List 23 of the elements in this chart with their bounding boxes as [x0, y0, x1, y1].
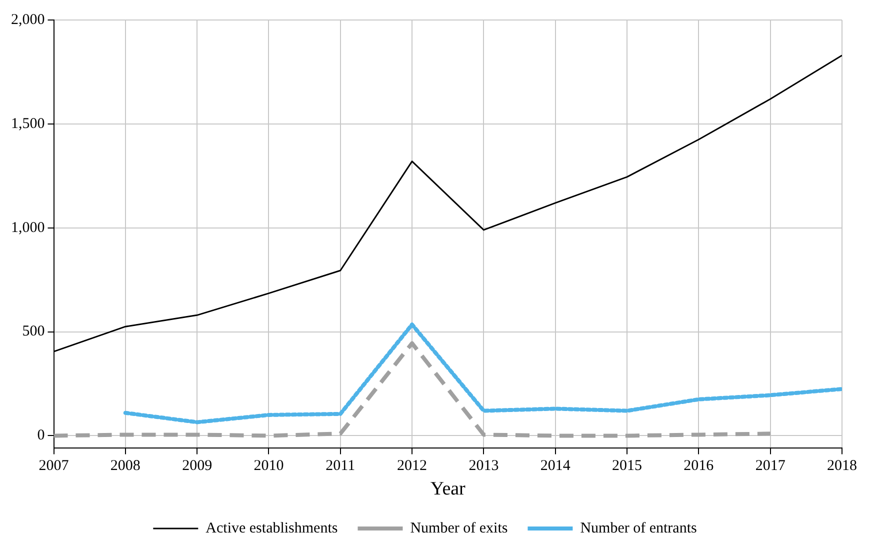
x-tick-label: 2010: [254, 458, 284, 474]
x-tick-label: 2007: [38, 458, 70, 474]
x-tick-label: 2017: [755, 458, 786, 474]
legend-label: Active establishments: [206, 520, 338, 536]
x-tick-label: 2016: [684, 458, 714, 474]
y-tick-label: 0: [37, 428, 45, 444]
x-tick-label: 2015: [612, 458, 642, 474]
x-tick-label: 2009: [182, 458, 212, 474]
line-series: [123, 322, 842, 424]
x-tick-label: 2018: [827, 458, 857, 474]
y-tick-label: 1,000: [11, 220, 45, 236]
y-tick-label: 500: [22, 324, 45, 340]
x-tick-label: 2013: [468, 458, 499, 474]
legend-label: Number of exits: [410, 520, 508, 536]
y-tick-label: 1,500: [11, 116, 45, 132]
x-tick-label: 2008: [110, 458, 140, 474]
x-tick-label: 2012: [397, 458, 428, 474]
x-tick-label: 2014: [540, 458, 571, 474]
x-tick-label: 2011: [326, 458, 356, 474]
legend-label: Number of entrants: [580, 520, 697, 536]
x-axis-title: Year: [430, 478, 466, 500]
line-series: [54, 341, 772, 438]
y-tick-label: 2,000: [11, 12, 45, 28]
